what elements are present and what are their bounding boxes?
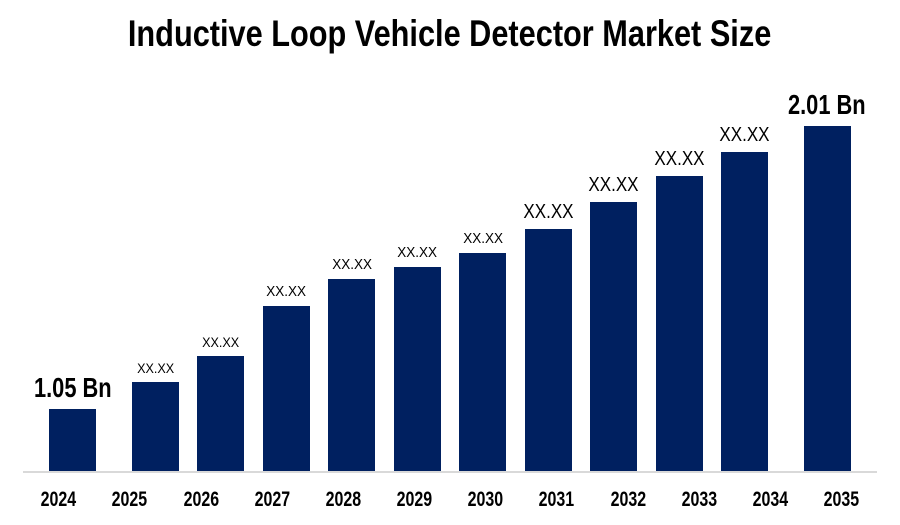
x-axis-label-2024: 2024 [23,488,94,511]
bar-value-label-2029: XX.XX [397,243,438,261]
bar-2029 [393,267,441,471]
bar-2032 [590,202,638,471]
x-axis-label-text: 2030 [467,488,504,511]
x-axis-label-text: 2027 [254,488,290,511]
bar-value-label-2033: XX.XX [654,148,705,170]
x-axis-label-2031: 2031 [521,488,592,511]
bar-column-2025: XX.XX [123,0,188,471]
x-axis-label-text: 2026 [183,488,219,511]
x-axis-label-text: 2033 [681,488,717,511]
bar-column-2031: XX.XX [516,0,581,471]
bar-value-label-2030: XX.XX [462,229,503,247]
bar-column-2026: XX.XX [188,0,253,471]
bar-2027 [262,306,310,471]
bar-column-2030: XX.XX [450,0,515,471]
x-axis-label-text: 2025 [111,488,148,511]
bar-column-2035: 2.01 Bn [777,0,877,471]
x-axis-label-2028: 2028 [308,488,379,511]
x-axis-label-text: 2034 [752,488,789,511]
x-axis-label-2025: 2025 [94,488,165,511]
x-axis-label-text: 2029 [396,488,433,511]
bar-2030 [459,253,507,471]
x-axis-label-2032: 2032 [592,488,663,511]
x-axis-line [23,471,877,473]
plot-area: 1.05 Bn XX.XX XX.XX XX.XX XX.XX XX.XX XX.XX XX.… [23,0,877,471]
bar-2028 [328,279,376,471]
bar-2035 [803,126,851,471]
bar-2033 [655,176,703,471]
bar-value-label-2025: XX.XX [136,359,174,376]
bar-value-label-2032: XX.XX [588,174,639,196]
bar-column-2027: XX.XX [254,0,319,471]
bar-column-2033: XX.XX [646,0,711,471]
bar-value-label-2035: 2.01 Bn [788,89,867,121]
bar-value-label-2024: 1.05 Bn [33,372,112,404]
chart-title-wrap: Inductive Loop Vehicle Detector Market S… [0,12,900,56]
x-axis-label-text: 2031 [539,488,575,511]
x-axis-label-2029: 2029 [379,488,450,511]
bar-2025 [131,382,179,471]
bar-value-label-2026: XX.XX [202,333,240,350]
x-axis-label-text: 2024 [40,488,77,511]
x-axis-label-text: 2035 [823,488,860,511]
x-axis-label-2035: 2035 [806,488,877,511]
bar-2024 [49,409,97,471]
x-axis-label-text: 2032 [610,488,646,511]
bar-column-2024: 1.05 Bn [23,0,123,471]
bar-2034 [721,152,769,471]
chart-title: Inductive Loop Vehicle Detector Market S… [128,13,772,54]
x-axis-label-2027: 2027 [237,488,308,511]
x-axis-label-2030: 2030 [450,488,521,511]
bar-2031 [524,229,572,471]
bar-value-label-2034: XX.XX [719,124,770,146]
x-axis-label-2033: 2033 [664,488,735,511]
x-axis-label-text: 2028 [325,488,362,511]
x-axis-labels: 2024 2025 2026 2027 2028 2029 2030 2031 2032 2033… [23,488,877,511]
bar-value-label-2028: XX.XX [331,255,372,273]
bar-value-label-2027: XX.XX [266,282,307,300]
x-axis-label-2026: 2026 [165,488,236,511]
bar-column-2029: XX.XX [385,0,450,471]
bar-value-label-2031: XX.XX [523,201,574,223]
bar-column-2028: XX.XX [319,0,384,471]
bar-column-2034: XX.XX [712,0,777,471]
bar-2026 [197,356,245,471]
x-axis-label-2034: 2034 [735,488,806,511]
bar-column-2032: XX.XX [581,0,646,471]
